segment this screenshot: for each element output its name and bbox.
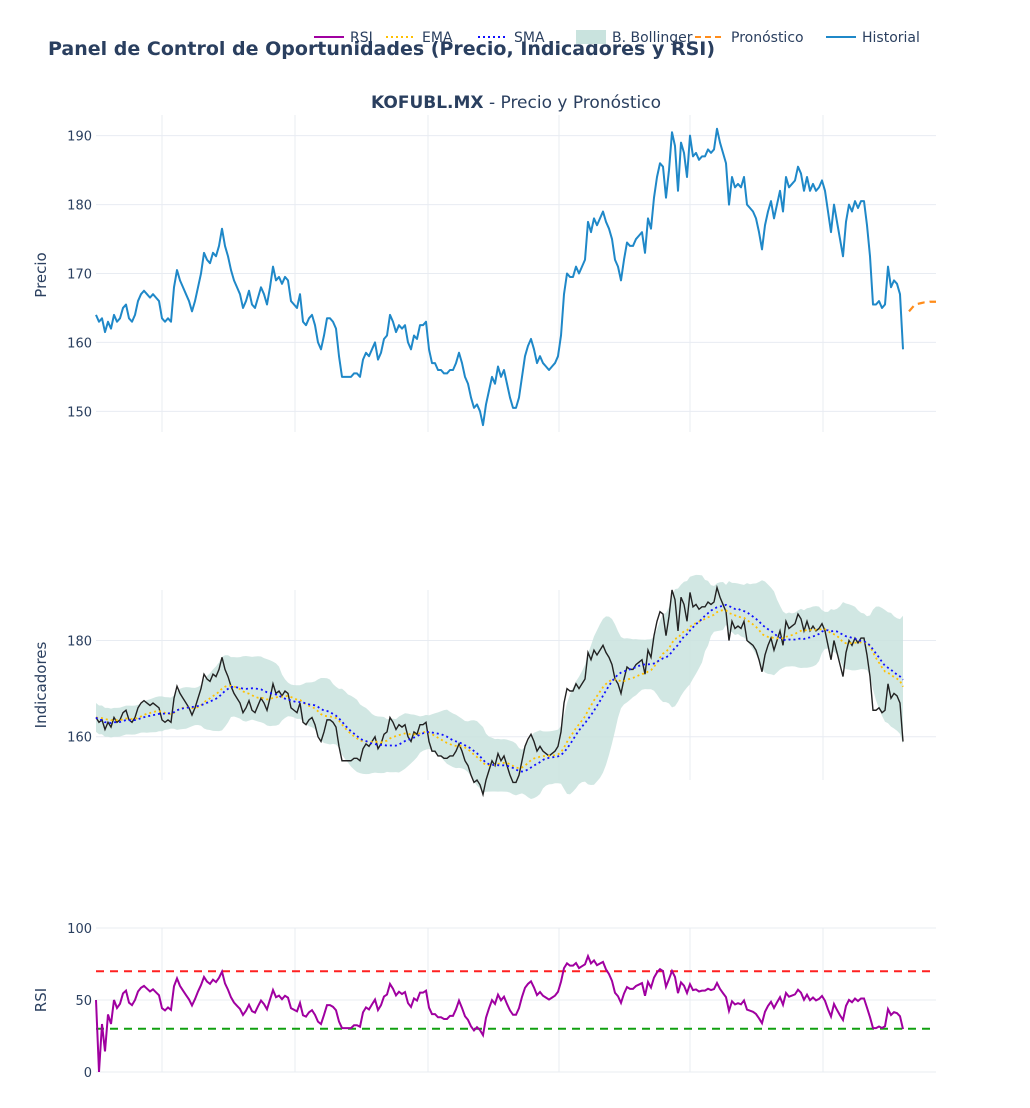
legend-item[interactable]: SMA: [478, 30, 545, 46]
y-tick-label: 190: [67, 130, 92, 145]
legend-label: EMA: [422, 30, 453, 46]
rsi-axis-title: RSI: [32, 988, 50, 1012]
indicators-axis-title: Indicadores: [32, 641, 50, 728]
y-tick-label: 180: [67, 635, 92, 650]
legend-item[interactable]: Pronóstico: [695, 30, 804, 46]
rsi-plot-area: [95, 953, 936, 1073]
close-price-line: [95, 584, 904, 798]
y-tick-label: 160: [67, 731, 92, 746]
bollinger-band: [96, 574, 903, 799]
legend-label: Historial: [862, 30, 920, 46]
legend-label: SMA: [514, 30, 545, 46]
price-grid: [96, 115, 936, 432]
price-title-rest: - Precio y Pronóstico: [484, 93, 661, 113]
price-axis-title: Precio: [32, 252, 50, 297]
price-subplot-title: KOFUBL.MX - Precio y Pronóstico: [371, 93, 661, 113]
ticker-label: KOFUBL.MX: [371, 93, 484, 113]
y-tick-label: 160: [67, 336, 92, 351]
pronostico-line: [908, 300, 936, 313]
y-tick-label: 0: [84, 1066, 92, 1081]
dashboard-title: Panel de Control de Oportunidades (Preci…: [48, 38, 715, 60]
y-tick-label: 100: [67, 922, 92, 937]
ema-line: [95, 609, 904, 770]
legend-label: B. Bollinger: [612, 30, 693, 46]
legend-item[interactable]: B. Bollinger: [576, 30, 693, 46]
indicators-plot-area: [95, 574, 904, 799]
historial-line: [95, 127, 904, 427]
price-panel: 150 160 170 180 190 Precio: [32, 115, 936, 432]
indicators-panel: 160 180 Indicadores: [32, 574, 936, 799]
legend-label: Pronóstico: [731, 30, 804, 46]
price-plot-area: [95, 127, 936, 427]
y-tick-label: 150: [67, 405, 92, 420]
legend-swatch: [576, 30, 606, 44]
y-tick-label: 170: [67, 268, 92, 283]
rsi-y-ticks: 0 50 100: [67, 922, 92, 1081]
rsi-panel: 0 50 100 RSI: [32, 922, 936, 1081]
legend-item[interactable]: Historial: [826, 30, 920, 46]
legend-item[interactable]: EMA: [386, 30, 453, 46]
legend[interactable]: RSI EMA SMA B. Bollinger Pronóstico Historial: [314, 30, 920, 46]
legend-item[interactable]: RSI: [314, 30, 373, 46]
indicators-y-ticks: 160 180: [67, 635, 92, 746]
legend-label: RSI: [350, 30, 373, 46]
rsi-grid: [96, 927, 936, 1073]
sma-line: [95, 603, 904, 773]
y-tick-label: 180: [67, 199, 92, 214]
rsi-line: [95, 953, 904, 1073]
price-y-ticks: 150 160 170 180 190: [67, 130, 92, 421]
y-tick-label: 50: [75, 994, 92, 1009]
